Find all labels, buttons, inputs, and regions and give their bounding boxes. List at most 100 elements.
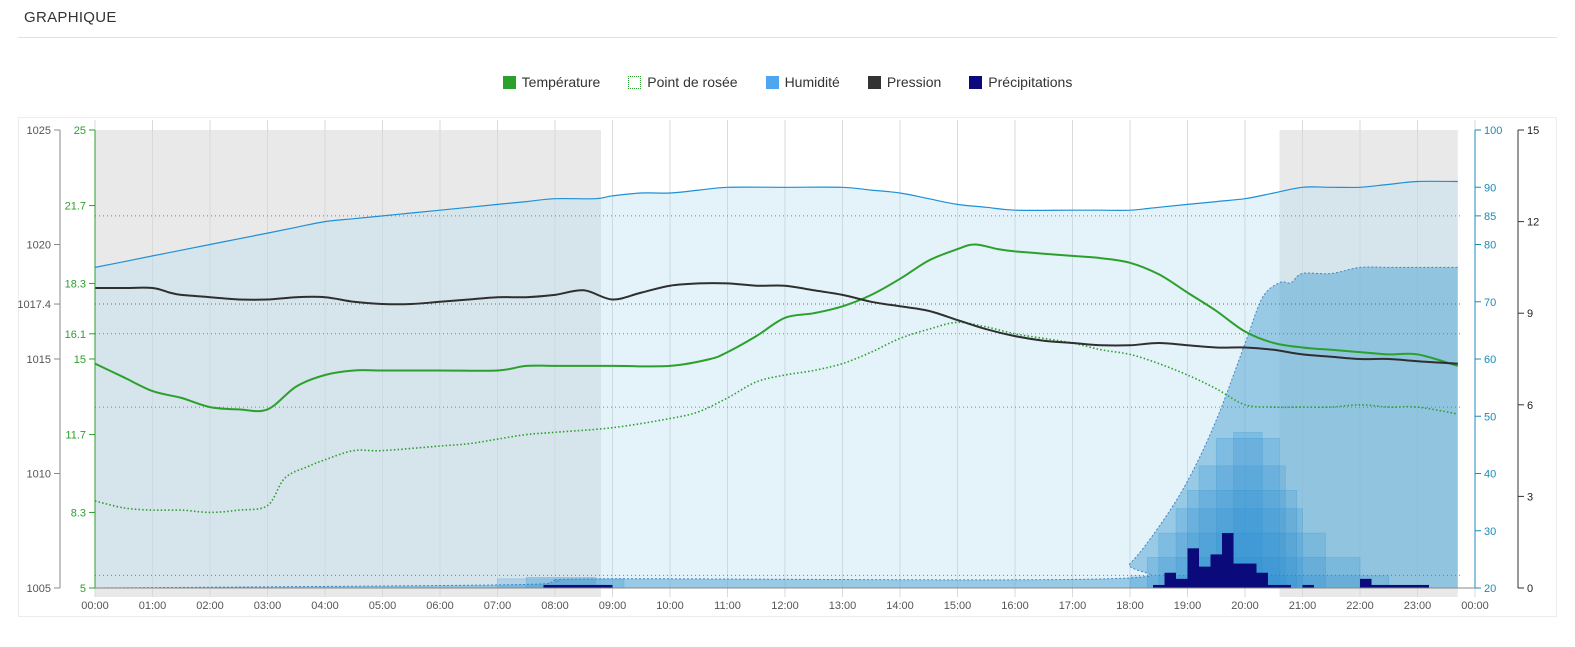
precipitation-bar <box>1394 584 1406 588</box>
temperature-tick-label: 21.7 <box>65 201 86 213</box>
precipitation-bar <box>1187 548 1199 588</box>
legend-swatch-temperature <box>502 75 516 89</box>
humidity-tick-label: 100 <box>1484 125 1502 137</box>
section-header: GRAPHIQUE <box>0 0 1575 40</box>
x-tick-label: 06:00 <box>426 600 454 612</box>
precipitation-bar <box>578 584 590 588</box>
humidity-tick-label: 50 <box>1484 411 1496 423</box>
precipitation-bar <box>543 584 555 588</box>
x-tick-label: 09:00 <box>599 600 627 612</box>
legend-swatch-precipitation <box>969 75 983 89</box>
precipitation-bar <box>1279 584 1291 588</box>
legend-swatch-humidity <box>765 75 779 89</box>
x-tick-label: 16:00 <box>1001 600 1029 612</box>
temperature-tick-label: 16.1 <box>65 329 86 341</box>
legend-item-precipitation[interactable]: Précipitations <box>969 70 1072 94</box>
x-tick-label: 04:00 <box>311 600 339 612</box>
humidity-tick-label: 20 <box>1484 583 1496 595</box>
x-tick-label: 15:00 <box>944 600 972 612</box>
x-tick-label: 05:00 <box>369 600 397 612</box>
precipitation-tick-label: 15 <box>1527 125 1539 137</box>
precipitation-bar <box>1302 584 1314 588</box>
precipitation-bar <box>1222 533 1234 588</box>
legend-label: Précipitations <box>988 74 1073 90</box>
temperature-tick-label: 18.3 <box>65 278 86 290</box>
precipitation-bar <box>1210 554 1222 588</box>
precipitation-probability-area <box>95 266 1458 588</box>
humidity-area <box>95 181 1458 588</box>
humidity-tick-label: 85 <box>1484 211 1496 223</box>
precipitation-bar <box>1268 584 1280 588</box>
pressure-tick-label: 1005 <box>27 583 51 595</box>
precipitation-bar <box>1360 578 1372 588</box>
night-shading-band <box>95 130 601 597</box>
x-tick-label: 00:00 <box>81 600 109 612</box>
legend-label: Pression <box>886 74 942 90</box>
x-tick-label: 22:00 <box>1346 600 1374 612</box>
humidity-tick-label: 30 <box>1484 526 1496 538</box>
pressure-tick-label: 1025 <box>27 125 51 137</box>
precipitation-tick-label: 9 <box>1527 308 1533 320</box>
precipitation-probability-line <box>94 266 1458 589</box>
temperature-tick-label: 8.3 <box>71 507 86 519</box>
precipitation-bar <box>1371 584 1383 588</box>
header-divider <box>18 37 1557 38</box>
precipitation-bar <box>601 584 613 588</box>
precipitation-bar <box>1233 563 1245 588</box>
x-tick-label: 10:00 <box>656 600 684 612</box>
temperature-tick-label: 15 <box>74 354 86 366</box>
pressure-tick-label: 1010 <box>27 469 51 481</box>
precipitation-bar <box>1176 578 1188 588</box>
precipitation-tick-label: 12 <box>1527 217 1539 229</box>
humidity-tick-label: 80 <box>1484 240 1496 252</box>
legend-item-dew-point[interactable]: Point de rosée <box>628 70 738 94</box>
precipitation-bar <box>1383 584 1395 588</box>
x-tick-label: 18:00 <box>1116 600 1144 612</box>
x-tick-label: 07:00 <box>484 600 512 612</box>
pressure-tick-label: 1017.4 <box>17 299 51 311</box>
legend-label: Point de rosée <box>647 74 738 90</box>
x-tick-label: 19:00 <box>1174 600 1202 612</box>
legend-item-temperature[interactable]: Température <box>502 70 601 94</box>
temperature-tick-label: 25 <box>74 125 86 137</box>
precipitation-bar <box>1164 572 1176 588</box>
x-tick-label: 00:00 <box>1461 600 1489 612</box>
legend-swatch-dew-point <box>628 75 642 89</box>
x-tick-label: 03:00 <box>254 600 282 612</box>
chart-legend: Température Point de rosée Humidité Pres… <box>0 70 1575 94</box>
x-tick-label: 08:00 <box>541 600 569 612</box>
precipitation-bar <box>1153 584 1165 588</box>
precipitation-bar <box>555 584 567 588</box>
legend-label: Température <box>521 74 601 90</box>
legend-label: Humidité <box>784 74 840 90</box>
x-tick-label: 23:00 <box>1404 600 1432 612</box>
legend-swatch-pressure <box>867 75 881 89</box>
humidity-tick-label: 90 <box>1484 182 1496 194</box>
precipitation-tick-label: 0 <box>1527 583 1533 595</box>
pressure-tick-label: 1020 <box>27 240 51 252</box>
precipitation-tick-label: 6 <box>1527 400 1533 412</box>
precipitation-bar <box>1245 563 1257 588</box>
x-tick-label: 17:00 <box>1059 600 1087 612</box>
precipitation-bar <box>1199 566 1211 588</box>
x-tick-label: 21:00 <box>1289 600 1317 612</box>
x-tick-label: 11:00 <box>714 600 741 612</box>
legend-item-pressure[interactable]: Pression <box>867 70 942 94</box>
x-tick-label: 20:00 <box>1231 600 1259 612</box>
pressure-line <box>95 282 1458 365</box>
humidity-tick-label: 60 <box>1484 354 1496 366</box>
pressure-tick-label: 1015 <box>27 354 51 366</box>
humidity-tick-label: 40 <box>1484 469 1496 481</box>
humidity-tick-label: 70 <box>1484 297 1496 309</box>
precipitation-bar <box>566 584 578 588</box>
temperature-tick-label: 11.7 <box>65 430 86 442</box>
precipitation-bar <box>1256 572 1268 588</box>
x-tick-label: 01:00 <box>139 600 167 612</box>
section-title: GRAPHIQUE <box>24 9 117 26</box>
legend-item-humidity[interactable]: Humidité <box>765 70 840 94</box>
precipitation-bar <box>1406 584 1418 588</box>
rain-ensemble-box <box>1233 431 1263 589</box>
temperature-line <box>94 243 1459 413</box>
precipitation-bar <box>1417 584 1429 588</box>
